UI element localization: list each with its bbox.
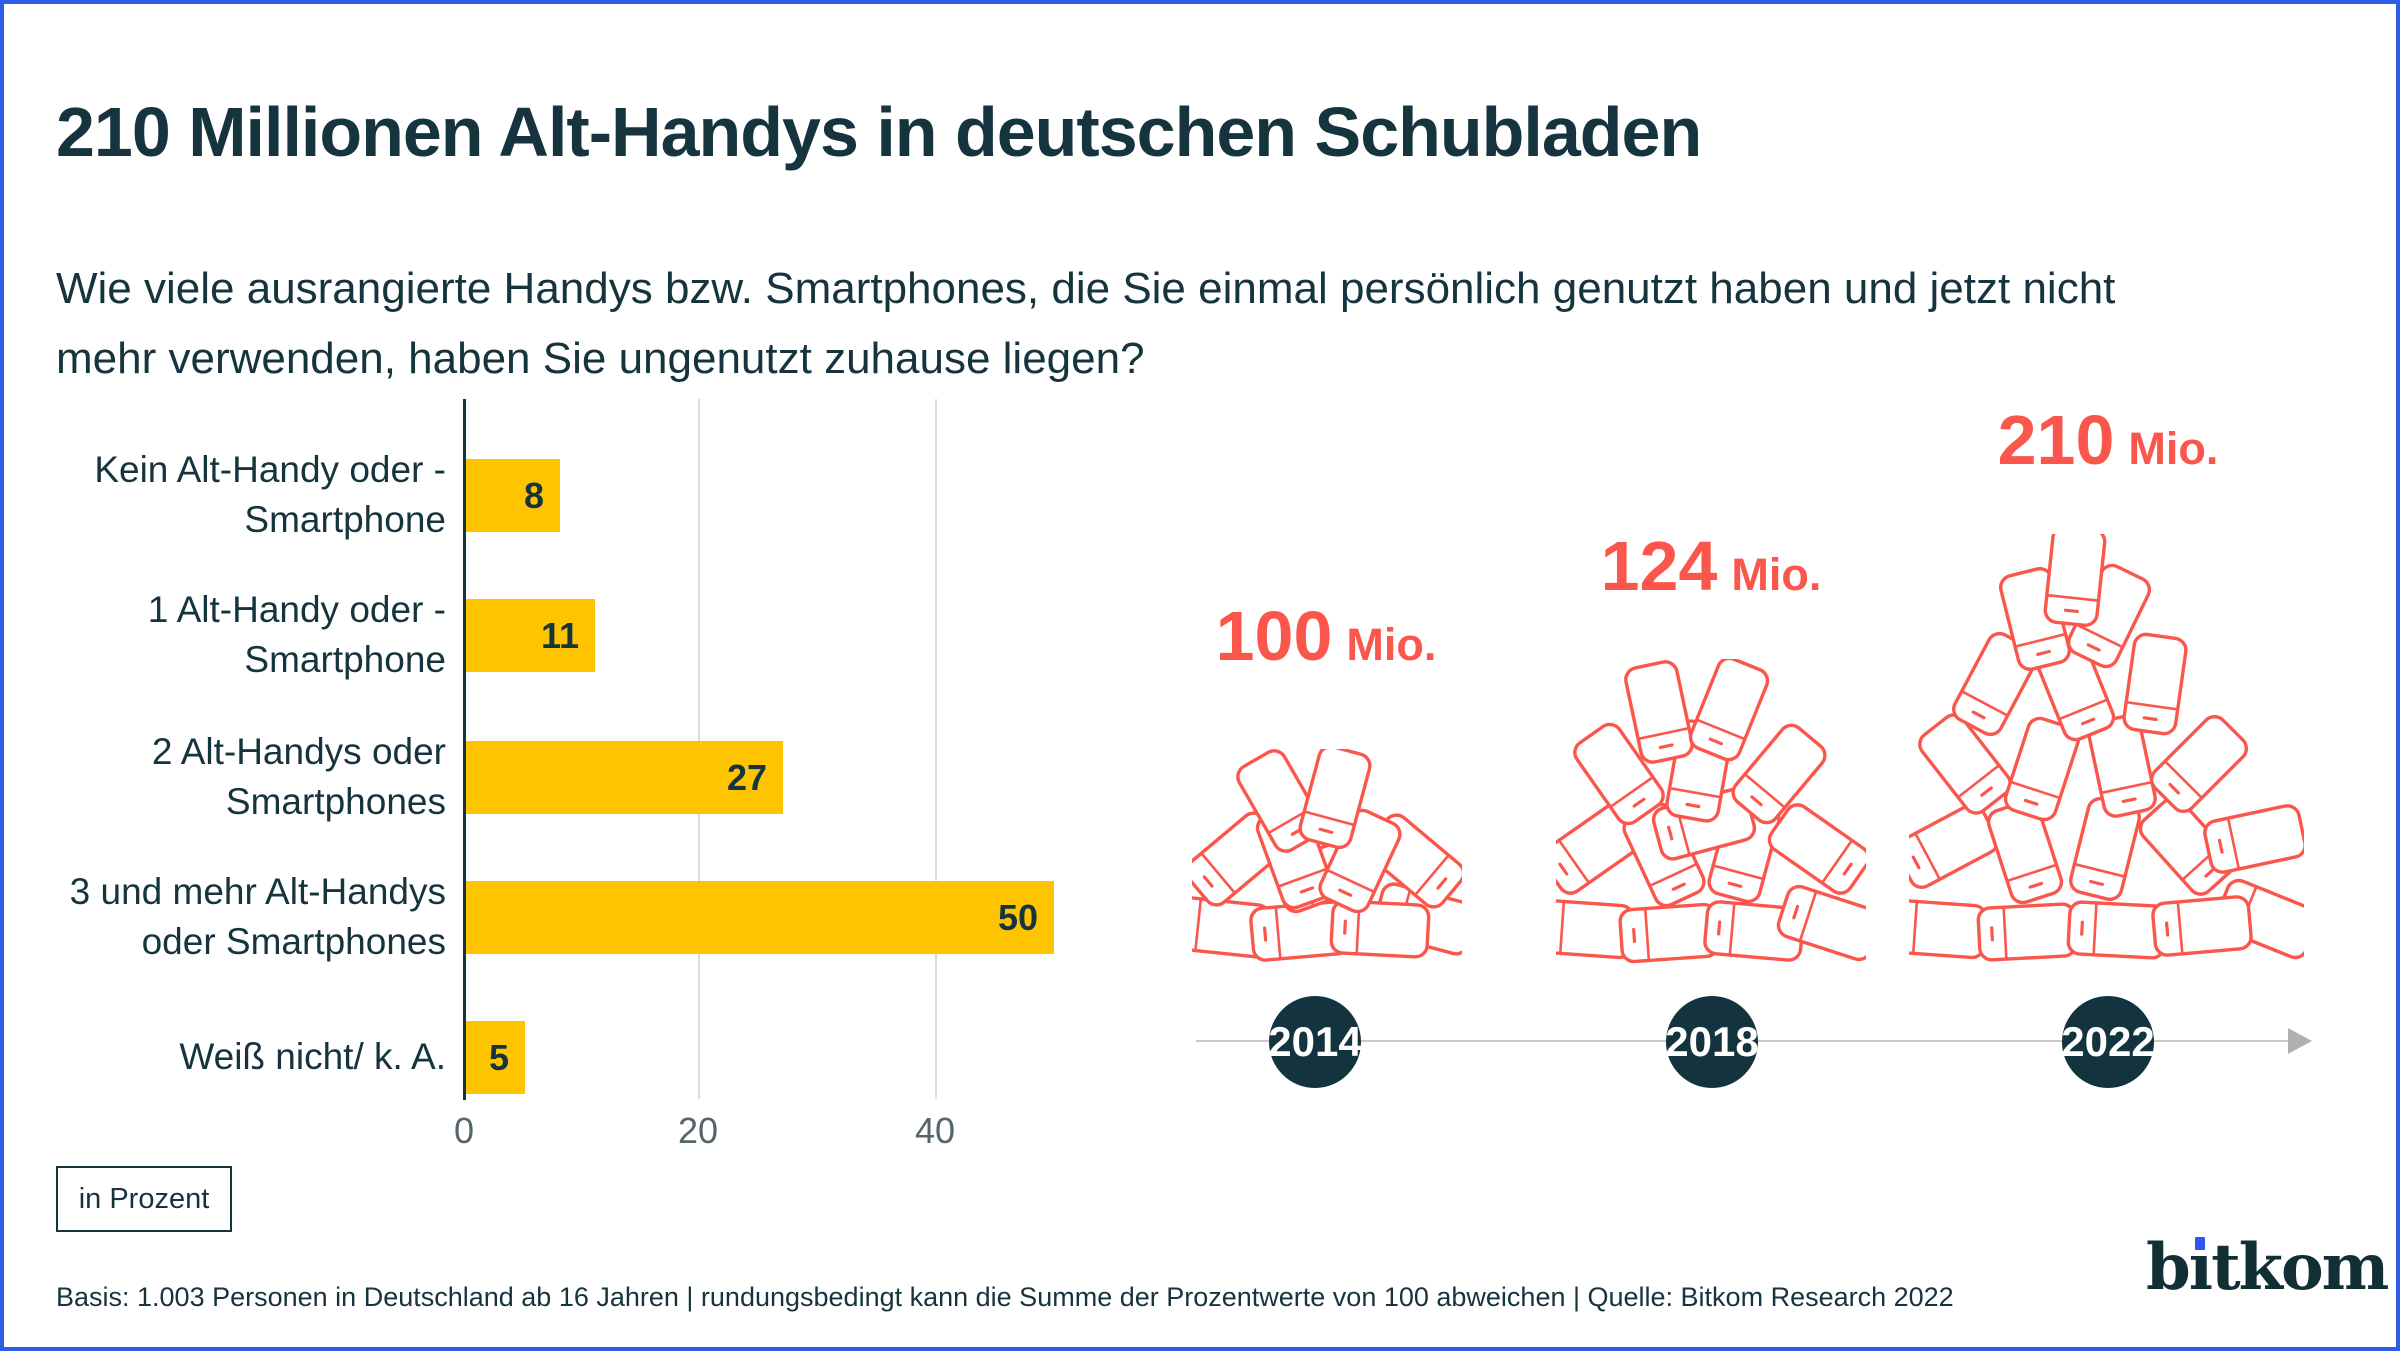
- subtitle-line-2: mehr verwenden, haben Sie ungenutzt zuha…: [56, 334, 1145, 383]
- bar-category-label: 2 Alt-Handys oder Smartphones: [151, 731, 446, 822]
- page-subtitle: Wie viele ausrangierte Handys bzw. Smart…: [56, 254, 2115, 394]
- unit-legend-box: in Prozent: [56, 1166, 232, 1232]
- bar: 8: [466, 459, 560, 532]
- bar-category-label: Kein Alt-Handy oder -Smartphone: [94, 449, 446, 540]
- milestone-unit: Mio.: [2128, 423, 2219, 474]
- year-marker-2018: 2018: [1665, 996, 1759, 1088]
- bar-value-label: 50: [997, 896, 1038, 938]
- milestone-amount: 100: [1215, 597, 1333, 675]
- bar-category-label: 3 und mehr Alt-Handys oder Smartphones: [69, 871, 446, 962]
- bitkom-logo: bı tkom: [2146, 1230, 2389, 1305]
- milestone-value-2018: 124 Mio.: [1601, 526, 1822, 606]
- milestone-value-2022: 210 Mio.: [1998, 400, 2219, 480]
- subtitle-line-1: Wie viele ausrangierte Handys bzw. Smart…: [56, 264, 2116, 313]
- bar-category-label: 1 Alt-Handy oder -Smartphone: [147, 589, 446, 680]
- year-label: 2014: [1268, 1018, 1362, 1065]
- logo-i-dot: [2194, 1237, 2205, 1250]
- milestone-unit: Mio.: [1731, 549, 1822, 600]
- phone-pile-icon-2022: [1909, 534, 2304, 963]
- bar: 5: [466, 1021, 525, 1094]
- milestone-value-2014: 100 Mio.: [1216, 596, 1437, 676]
- year-marker-2022: 2022: [2061, 996, 2155, 1088]
- logo-letter-i: ı: [2188, 1230, 2213, 1305]
- milestone-amount: 210: [1997, 401, 2115, 479]
- bar: 27: [466, 741, 783, 814]
- unit-legend-label: in Prozent: [78, 1182, 210, 1215]
- year-marker-2014: 2014: [1268, 996, 1362, 1088]
- bar-value-label: 11: [540, 614, 579, 656]
- y-axis-line: [463, 399, 466, 1100]
- timeline-arrow-icon: [2288, 1028, 2312, 1054]
- bar-value-label: 8: [523, 474, 544, 516]
- x-axis-tick: 20: [677, 1110, 719, 1151]
- logo-text-pre: b: [2146, 1230, 2191, 1305]
- phone-pile-icon-2018: [1556, 659, 1866, 965]
- x-axis-tick: 40: [914, 1110, 956, 1151]
- source-note: Basis: 1.003 Personen in Deutschland ab …: [56, 1282, 1954, 1312]
- bar-value-label: 27: [726, 756, 767, 798]
- phone-pile-icon-2014: [1192, 749, 1462, 963]
- x-axis-tick: 0: [453, 1110, 475, 1151]
- bar: 11: [466, 599, 595, 672]
- bar-category-label: Weiß nicht/ k. A.: [179, 1036, 446, 1077]
- milestone-unit: Mio.: [1346, 619, 1437, 670]
- bar-value-label: 5: [488, 1036, 509, 1078]
- year-label: 2018: [1665, 1018, 1759, 1065]
- bar: 50: [466, 881, 1054, 954]
- milestone-amount: 124: [1600, 527, 1718, 605]
- year-label: 2022: [2061, 1018, 2155, 1065]
- logo-text-post: tkom: [2211, 1230, 2389, 1305]
- page-title: 210 Millionen Alt-Handys in deutschen Sc…: [56, 93, 1702, 171]
- gridline-40: [935, 399, 937, 1099]
